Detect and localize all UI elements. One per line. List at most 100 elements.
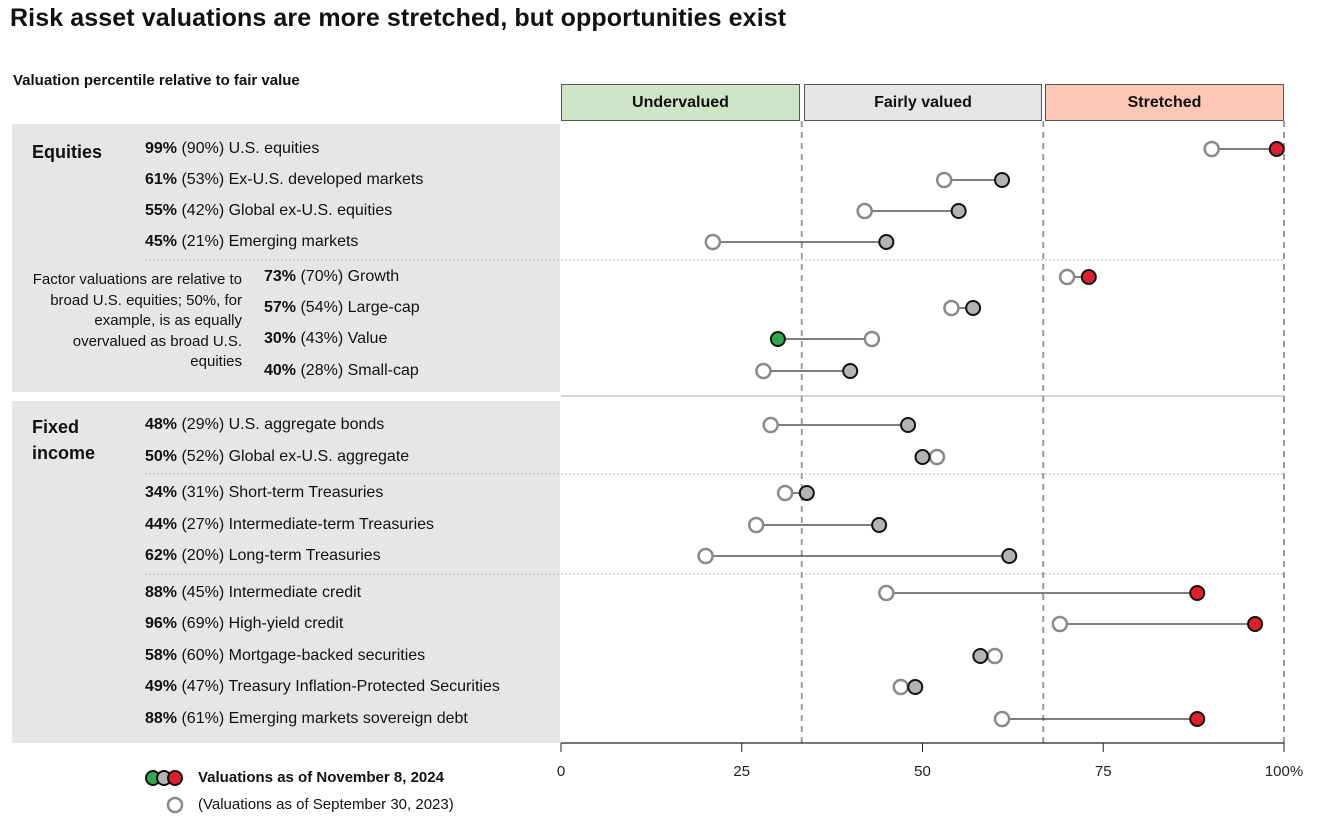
row-current-value: 55% [145, 202, 178, 219]
zone-stretched-header: Stretched [1045, 84, 1284, 121]
row-label: 34% (31%) Short-term Treasuries [145, 483, 383, 503]
row-prior-value: (29%) [177, 416, 229, 433]
row-asset-name: Global ex-U.S. equities [228, 202, 393, 219]
current-point-8 [900, 417, 917, 433]
prior-point-14 [1051, 615, 1069, 633]
row-current-value: 88% [145, 584, 178, 601]
x-tick-label-2: 50 [914, 763, 931, 780]
row-prior-value: (54%) [296, 299, 348, 316]
current-point-10 [798, 485, 815, 501]
row-prior-value: (20%) [177, 547, 229, 564]
row-asset-name: Emerging markets sovereign debt [228, 710, 468, 727]
current-point-2 [950, 203, 967, 219]
row-label: 99% (90%) U.S. equities [145, 139, 319, 159]
x-tick-label-1: 25 [733, 763, 750, 780]
row-asset-name: Ex-U.S. developed markets [228, 171, 424, 188]
row-current-value: 45% [145, 233, 178, 250]
row-prior-value: (70%) [296, 268, 348, 285]
row-current-value: 58% [145, 647, 178, 664]
row-prior-value: (31%) [177, 484, 229, 501]
chart-title: Risk asset valuations are more stretched… [10, 4, 787, 32]
row-label: 62% (20%) Long-term Treasuries [145, 546, 381, 566]
row-current-value: 99% [145, 140, 178, 157]
legend-current-swatch [145, 770, 183, 786]
current-point-7 [842, 363, 859, 379]
row-label: 44% (27%) Intermediate-term Treasuries [145, 515, 434, 535]
row-current-value: 49% [145, 678, 178, 695]
prior-point-4 [1058, 268, 1076, 286]
current-point-11 [871, 517, 888, 533]
current-point-9 [914, 449, 931, 465]
prior-point-2 [856, 202, 873, 220]
prior-point-8 [762, 416, 779, 434]
current-point-13 [1189, 585, 1206, 601]
row-prior-value: (60%) [177, 647, 229, 664]
row-label: 58% (60%) Mortgage-backed securities [145, 646, 425, 666]
row-label: 88% (61%) Emerging markets sovereign deb… [145, 709, 468, 729]
row-current-value: 88% [145, 710, 178, 727]
equities-panel [12, 124, 560, 392]
row-asset-name: Intermediate credit [228, 584, 362, 601]
equities-section-label: Equities [32, 142, 103, 162]
current-point-4 [1080, 269, 1097, 285]
row-asset-name: Treasury Inflation-Protected Securities [228, 678, 500, 695]
row-label: 55% (42%) Global ex-U.S. equities [145, 201, 392, 221]
row-asset-name: Value [347, 330, 388, 347]
row-current-value: 34% [145, 484, 178, 501]
prior-point-11 [747, 516, 765, 534]
row-asset-name: U.S. equities [228, 140, 320, 157]
row-asset-name: Mortgage-backed securities [228, 647, 426, 664]
row-label: 45% (21%) Emerging markets [145, 232, 358, 252]
row-label: 57% (54%) Large-cap [264, 298, 420, 318]
row-label: 73% (70%) Growth [264, 267, 399, 287]
factor-note: Factor valuations are relative to broad … [32, 271, 242, 370]
current-point-17 [1189, 711, 1206, 727]
row-asset-name: Growth [347, 268, 400, 285]
row-prior-value: (47%) [177, 678, 229, 695]
row-prior-value: (45%) [177, 584, 229, 601]
row-prior-value: (27%) [177, 516, 229, 533]
current-point-3 [878, 234, 895, 250]
row-prior-value: (43%) [296, 330, 348, 347]
current-point-5 [965, 300, 982, 316]
row-asset-name: Emerging markets [228, 233, 359, 250]
row-prior-value: (28%) [296, 362, 348, 379]
row-label: 30% (43%) Value [264, 329, 387, 349]
prior-point-7 [755, 362, 772, 380]
row-current-value: 50% [145, 448, 178, 465]
zone-fairly-valued-header: Fairly valued [804, 84, 1042, 121]
row-prior-value: (61%) [177, 710, 229, 727]
legend-current-label: Valuations as of November 8, 2024 [198, 769, 444, 786]
prior-point-16 [892, 678, 910, 696]
prior-point-9 [928, 448, 946, 466]
legend-prior-label: (Valuations as of September 30, 2023) [198, 796, 454, 813]
row-current-value: 48% [145, 416, 178, 433]
current-point-1 [994, 172, 1011, 188]
legend-prior-swatch [166, 796, 184, 814]
row-current-value: 57% [264, 299, 297, 316]
row-asset-name: High-yield credit [228, 615, 344, 632]
row-prior-value: (53%) [177, 171, 229, 188]
row-current-value: 44% [145, 516, 178, 533]
current-point-6 [769, 331, 786, 347]
current-point-16 [907, 679, 924, 695]
row-prior-value: (69%) [177, 615, 229, 632]
current-point-0 [1268, 141, 1285, 157]
row-asset-name: Intermediate-term Treasuries [228, 516, 435, 533]
row-prior-value: (52%) [177, 448, 229, 465]
row-label: 49% (47%) Treasury Inflation-Protected S… [145, 677, 500, 697]
prior-point-15 [986, 647, 1004, 665]
current-point-15 [972, 648, 989, 664]
row-prior-value: (42%) [177, 202, 229, 219]
row-label: 48% (29%) U.S. aggregate bonds [145, 415, 384, 435]
row-current-value: 30% [264, 330, 297, 347]
prior-point-13 [878, 584, 895, 602]
prior-point-12 [697, 547, 714, 565]
prior-point-1 [935, 171, 953, 189]
current-point-14 [1247, 616, 1264, 632]
row-current-value: 61% [145, 171, 178, 188]
row-asset-name: Long-term Treasuries [228, 547, 381, 564]
row-current-value: 96% [145, 615, 178, 632]
row-asset-name: Large-cap [347, 299, 420, 316]
